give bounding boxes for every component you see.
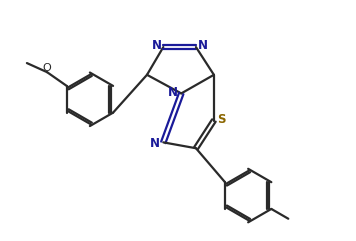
Text: N: N <box>152 39 162 52</box>
Text: O: O <box>43 63 52 73</box>
Text: N: N <box>168 86 178 99</box>
Text: N: N <box>150 137 160 150</box>
Text: S: S <box>218 113 226 126</box>
Text: N: N <box>198 39 208 52</box>
